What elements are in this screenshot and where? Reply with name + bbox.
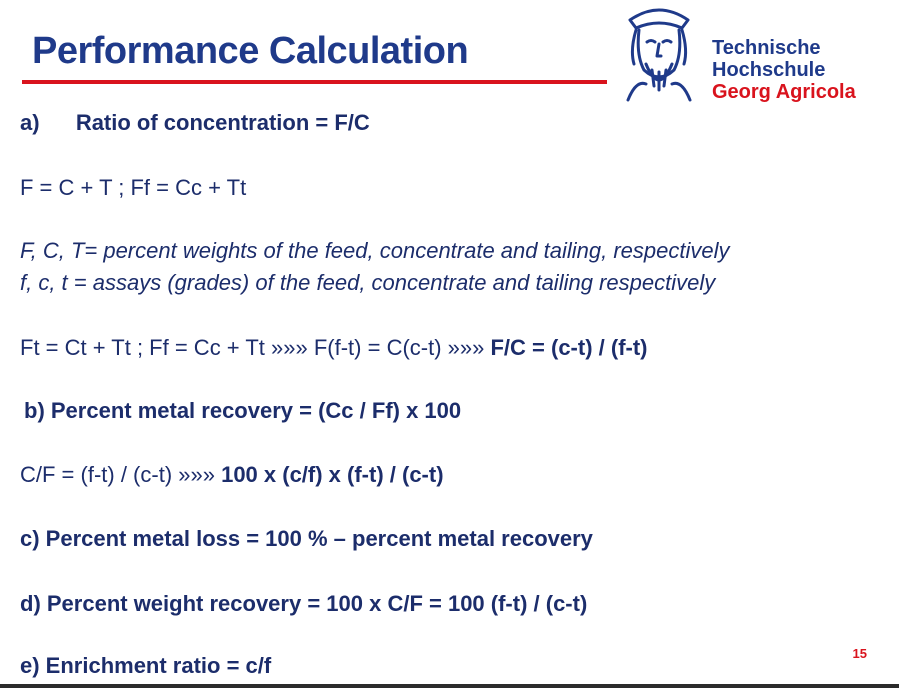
- equation-ratio-plain: Ft = Ct + Tt ; Ff = Cc + Tt »»» F(f-t) =…: [20, 335, 491, 360]
- heading-b: b) Percent metal recovery = (Cc / Ff) x …: [24, 398, 462, 423]
- heading-a-text: Ratio of concentration = F/C: [75, 110, 370, 135]
- heading-a: a) Ratio of concentration = F/C: [20, 110, 370, 136]
- logo-text-line2: Hochschule: [712, 59, 826, 81]
- university-logo: Technische Hochschule Georg Agricola: [622, 0, 890, 104]
- heading-c: c) Percent metal loss = 100 % – percent …: [20, 526, 593, 551]
- equation-recovery-plain: C/F = (f-t) / (c-t) »»»: [20, 462, 222, 487]
- heading-a-label: a): [20, 110, 40, 135]
- title-underline: [22, 80, 607, 84]
- bottom-border: [0, 684, 899, 688]
- heading-d: d) Percent weight recovery = 100 x C/F =…: [20, 591, 588, 616]
- agricola-portrait-icon: [626, 8, 692, 102]
- page-number: 15: [852, 646, 867, 661]
- equation-recovery: C/F = (f-t) / (c-t) »»» 100 x (c/f) x (f…: [20, 462, 444, 488]
- equation-ratio-result: F/C = (c-t) / (f-t): [490, 335, 648, 360]
- definition-assays: f, c, t = assays (grades) of the feed, c…: [20, 270, 716, 295]
- equation-mass-balance: F = C + T ; Ff = Cc + Tt: [20, 175, 247, 200]
- equation-ratio-derivation: Ft = Ct + Tt ; Ff = Cc + Tt »»» F(f-t) =…: [20, 335, 648, 361]
- definition-weights: F, C, T= percent weights of the feed, co…: [20, 238, 730, 263]
- heading-e: e) Enrichment ratio = c/f: [20, 653, 272, 678]
- logo-text-line1: Technische: [712, 37, 821, 59]
- equation-recovery-result: 100 x (c/f) x (f-t) / (c-t): [221, 462, 444, 487]
- page-title: Performance Calculation: [32, 30, 469, 72]
- logo-text-line3: Georg Agricola: [712, 81, 856, 103]
